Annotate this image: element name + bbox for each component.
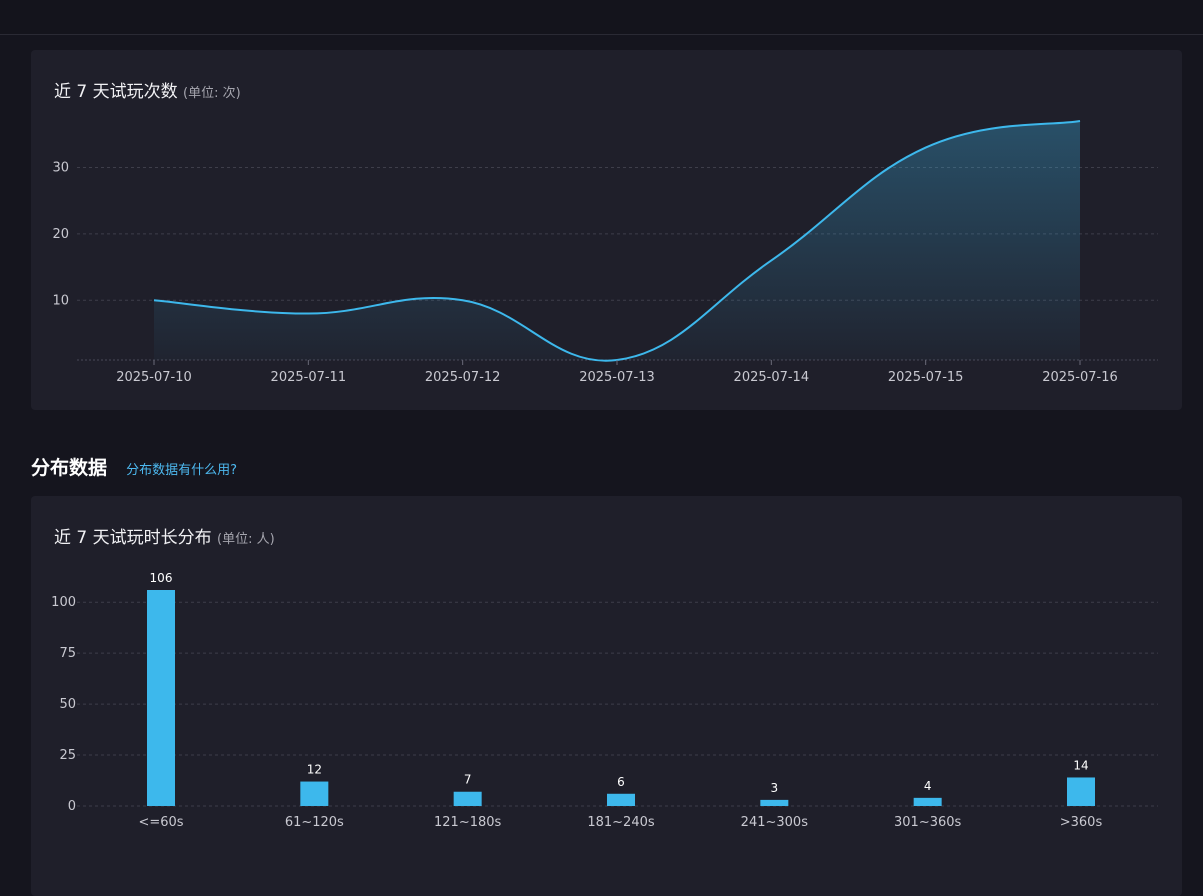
x-tick-label: 2025-07-10 <box>116 370 192 385</box>
bar-value-label: 14 <box>1073 758 1088 772</box>
y-tick-label: 10 <box>52 293 69 308</box>
y-tick-label: 20 <box>52 227 69 242</box>
x-tick-label: 61~120s <box>285 815 344 830</box>
x-tick-label: >360s <box>1060 815 1103 830</box>
x-tick-label: 181~240s <box>587 815 655 830</box>
x-tick-label: 2025-07-14 <box>734 370 810 385</box>
y-tick-label: 25 <box>59 748 76 763</box>
chart-title-text: 近 7 天试玩次数 <box>54 82 178 102</box>
series-area <box>154 121 1080 361</box>
y-tick-label: 100 <box>51 595 76 610</box>
chart-unit: (单位: 人) <box>217 532 275 547</box>
chart-title: 近 7 天试玩次数 (单位: 次) <box>54 77 241 102</box>
x-tick-label: <=60s <box>138 815 183 830</box>
y-tick-label: 0 <box>68 799 76 814</box>
bar <box>147 590 175 806</box>
x-tick-label: 2025-07-12 <box>425 370 501 385</box>
bar <box>453 791 482 806</box>
bar-value-label: 12 <box>307 763 322 777</box>
x-tick-label: 121~180s <box>434 815 502 830</box>
bar <box>913 797 942 806</box>
y-tick-label: 50 <box>59 697 76 712</box>
bar-value-label: 6 <box>617 775 625 789</box>
section-title: 分布数据 <box>31 457 108 479</box>
bar-value-label: 4 <box>924 779 932 793</box>
help-link[interactable]: 分布数据有什么用? <box>126 463 238 478</box>
trial-duration-chart-card: 近 7 天试玩时长分布 (单位: 人) 0 25 50 75 100 106 <=60s 12… <box>31 496 1182 896</box>
chart-title: 近 7 天试玩时长分布 (单位: 人) <box>54 523 275 548</box>
chart-unit: (单位: 次) <box>183 86 241 101</box>
y-tick-label: 30 <box>52 160 69 175</box>
y-tick-label: 75 <box>59 646 76 661</box>
series-line <box>153 120 1081 362</box>
bar-value-label: 7 <box>464 773 472 787</box>
bar <box>607 793 635 806</box>
x-tick-label: 301~360s <box>894 815 962 830</box>
x-tick-label: 2025-07-13 <box>579 370 655 385</box>
x-tick-label: 2025-07-11 <box>271 370 347 385</box>
section-header: 分布数据 分布数据有什么用? <box>31 453 237 480</box>
x-tick-label: 2025-07-15 <box>888 370 964 385</box>
bar <box>760 799 789 806</box>
x-tick-label: 2025-07-16 <box>1042 370 1118 385</box>
bar <box>300 781 329 806</box>
chart-title-text: 近 7 天试玩时长分布 <box>54 528 212 548</box>
trial-count-area-chart: 10 20 30 2025-07-10 2025-07-11 2025-07-12 2025… <box>52 120 1158 385</box>
bar-value-label: 3 <box>771 781 779 795</box>
bar <box>1067 777 1095 806</box>
trial-count-chart-card: 近 7 天试玩次数 (单位: 次) 10 20 30 2025-07-10 2025-0… <box>31 50 1182 410</box>
top-bar <box>0 0 1203 35</box>
trial-duration-bar-chart: 0 25 50 75 100 106 <=60s 12 61~120s 7 121~180s 6 181… <box>51 571 1158 830</box>
bar-value-label: 106 <box>150 571 173 585</box>
x-tick-label: 241~300s <box>741 815 809 830</box>
